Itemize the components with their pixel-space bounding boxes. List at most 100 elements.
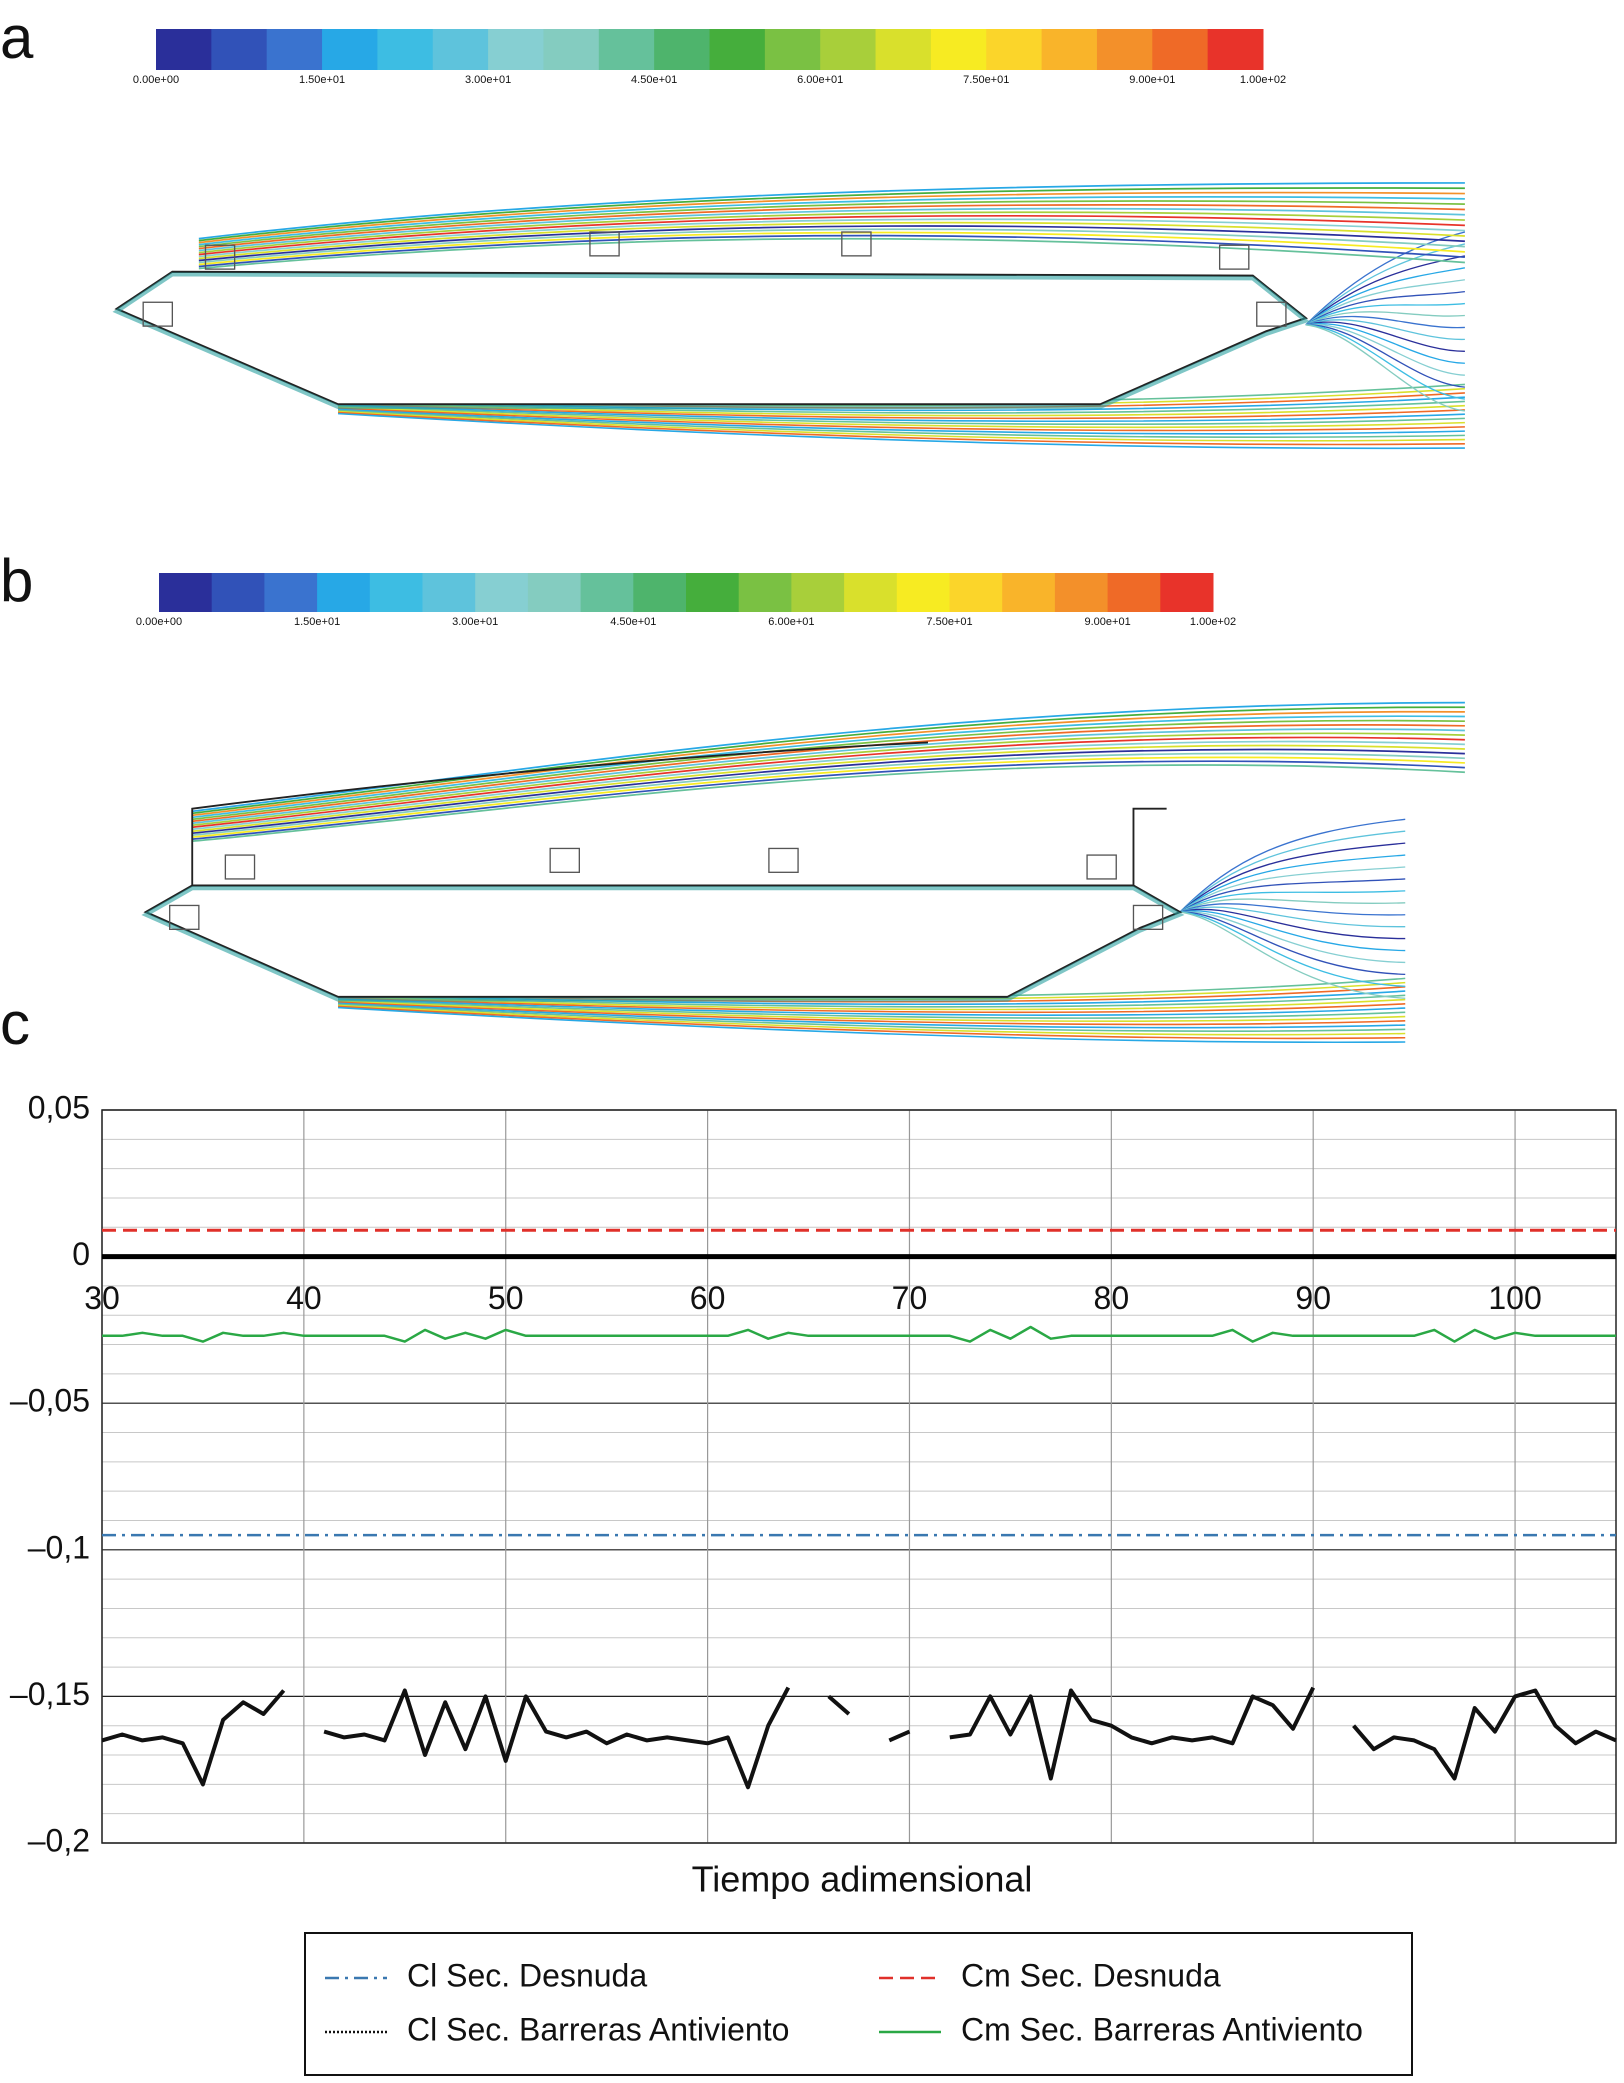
- contour-line: [338, 998, 1406, 1016]
- legend-box: [304, 1932, 1413, 2076]
- contour-line: [338, 1005, 1406, 1040]
- colorbar-cell: [488, 29, 544, 70]
- colorbar-cell: [432, 29, 489, 70]
- colorbar-cell: [1160, 573, 1214, 612]
- contour-line: [192, 756, 1465, 839]
- contour-line: [192, 724, 1465, 823]
- railing: [1086, 854, 1117, 880]
- y-tick-label: –0,05: [10, 1383, 90, 1419]
- colorbar-cell: [1054, 573, 1109, 612]
- colorbar-tick-label: 9.00e+01: [1129, 74, 1175, 86]
- contour-line: [192, 728, 1465, 825]
- deck-edge: [141, 886, 1185, 1002]
- contour-line: [192, 701, 1465, 813]
- colorbar-cell: [1002, 573, 1056, 612]
- series-line: [101, 1686, 1617, 1790]
- y-tick-label: –0,15: [10, 1676, 90, 1712]
- contour-line: [1179, 908, 1406, 940]
- contour-line: [338, 1006, 1406, 1044]
- contour-line: [198, 187, 1465, 242]
- contour-line: [198, 237, 1465, 270]
- contour-line: [192, 706, 1465, 815]
- contour-line: [198, 200, 1465, 248]
- colorbar-cell: [1152, 29, 1209, 70]
- railing: [169, 904, 200, 930]
- contour-line: [192, 744, 1465, 833]
- colorbar-tick-label: 0.00e+00: [133, 74, 179, 86]
- legend-label: Cm Sec. Desnuda: [961, 1957, 1221, 1993]
- series-line: [102, 1325, 1616, 1343]
- deck: [114, 270, 1308, 406]
- contour-line: [338, 1003, 1406, 1032]
- contour-line: [338, 410, 1465, 442]
- colorbar-cell: [598, 29, 655, 70]
- colorbar-tick-label: 4.50e+01: [610, 616, 656, 628]
- colorbar-cell: [686, 573, 740, 612]
- contour-line: [1179, 911, 1406, 964]
- colorbar-cell: [820, 29, 877, 70]
- colorbar-cell: [322, 29, 378, 70]
- panel-label: b: [0, 547, 33, 614]
- contour-line: [1179, 842, 1406, 913]
- colorbar-cell: [709, 29, 766, 70]
- colorbar-tick-label: 1.00e+02: [1190, 616, 1236, 628]
- contour-line: [338, 407, 1465, 432]
- contour-line: [1305, 324, 1465, 388]
- legend-label: Cl Sec. Desnuda: [407, 1957, 647, 1993]
- contour-line: [1305, 323, 1465, 376]
- contour-plot: [141, 701, 1465, 1044]
- y-tick-label: –0,2: [28, 1822, 90, 1858]
- colorbar-tick-label: 7.50e+01: [963, 74, 1009, 86]
- contour-line: [338, 1002, 1406, 1029]
- contour-line: [1179, 911, 1406, 999]
- railing: [142, 301, 174, 327]
- colorbar-cell: [930, 29, 987, 70]
- contour-line: [338, 1001, 1406, 1026]
- contour-line: [192, 764, 1465, 843]
- contour-line: [1179, 830, 1406, 913]
- colorbar-cell: [949, 573, 1003, 612]
- colorbar-tick-label: 9.00e+01: [1085, 616, 1131, 628]
- contour-line: [338, 412, 1465, 450]
- colorbar-cell: [844, 573, 898, 612]
- contour-line: [1305, 315, 1465, 329]
- colorbar-cell: [654, 29, 710, 70]
- wind-barrier: [1132, 807, 1167, 886]
- contour-line: [338, 1000, 1406, 1023]
- colorbar-cell: [317, 573, 371, 612]
- contour-line: [198, 203, 1465, 250]
- contour-line: [198, 234, 1465, 268]
- contour-line: [198, 225, 1465, 262]
- contour-line: [338, 409, 1465, 439]
- contour-line: [192, 760, 1465, 841]
- colorbar-cell: [377, 29, 434, 70]
- panel-label: a: [0, 4, 34, 71]
- contour-line: [1305, 324, 1465, 412]
- contour-plot: [112, 182, 1466, 450]
- colorbar-cell: [475, 573, 529, 612]
- contour-line: [1305, 267, 1466, 326]
- railing: [1256, 301, 1287, 327]
- contour-line: [192, 736, 1465, 829]
- contour-line: [1305, 322, 1465, 364]
- wind-barrier: [191, 741, 929, 886]
- contour-line: [198, 214, 1465, 256]
- contour-line: [1179, 866, 1406, 913]
- colorbar-cell: [159, 573, 213, 612]
- contour-line: [338, 997, 1406, 1014]
- colorbar-cell: [738, 573, 792, 612]
- contour-line: [192, 732, 1465, 827]
- contour-line: [198, 182, 1465, 240]
- contour-line: [1179, 854, 1406, 913]
- legend-label: Cm Sec. Barreras Antiviento: [961, 2011, 1363, 2047]
- x-tick-label: 100: [1488, 1280, 1541, 1316]
- colorbar-cell: [369, 573, 423, 612]
- contour-line: [198, 207, 1465, 252]
- contour-line: [192, 715, 1465, 819]
- railing: [1218, 244, 1250, 270]
- railing: [589, 231, 620, 257]
- contour-line: [1179, 898, 1406, 913]
- colorbar-cell: [633, 573, 687, 612]
- contour-line: [1179, 903, 1406, 916]
